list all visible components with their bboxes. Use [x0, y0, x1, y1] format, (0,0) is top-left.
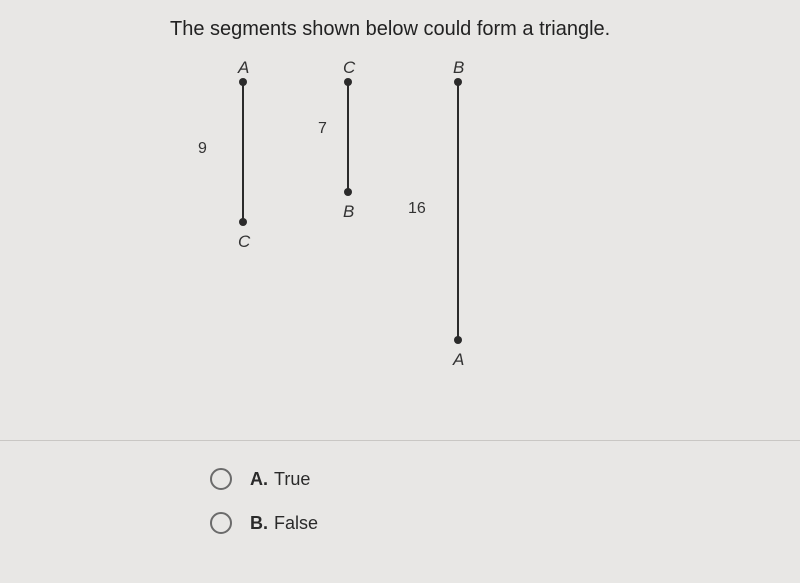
segments-diagram	[0, 0, 800, 583]
radio-a[interactable]	[210, 468, 232, 490]
question-text: The segments shown below could form a tr…	[170, 18, 610, 41]
option-letter: A.	[250, 469, 268, 490]
answer-option-a[interactable]: A. True	[210, 468, 318, 490]
segment-length-label: 16	[408, 200, 426, 218]
segment-endpoint-label: C	[343, 58, 355, 78]
radio-b[interactable]	[210, 512, 232, 534]
option-text: True	[274, 469, 310, 490]
segment-endpoint-label: A	[238, 58, 249, 78]
option-letter: B.	[250, 513, 268, 534]
segment-endpoint-label: B	[453, 58, 464, 78]
segment-endpoint-label: B	[343, 202, 354, 222]
answer-option-b[interactable]: B. False	[210, 512, 318, 534]
segment-length-label: 9	[198, 140, 207, 158]
answer-options: A. True B. False	[210, 468, 318, 556]
segment-endpoint-label: A	[453, 350, 464, 370]
option-text: False	[274, 513, 318, 534]
segment-endpoint-label: C	[238, 232, 250, 252]
section-divider	[0, 440, 800, 441]
segment-length-label: 7	[318, 120, 327, 138]
